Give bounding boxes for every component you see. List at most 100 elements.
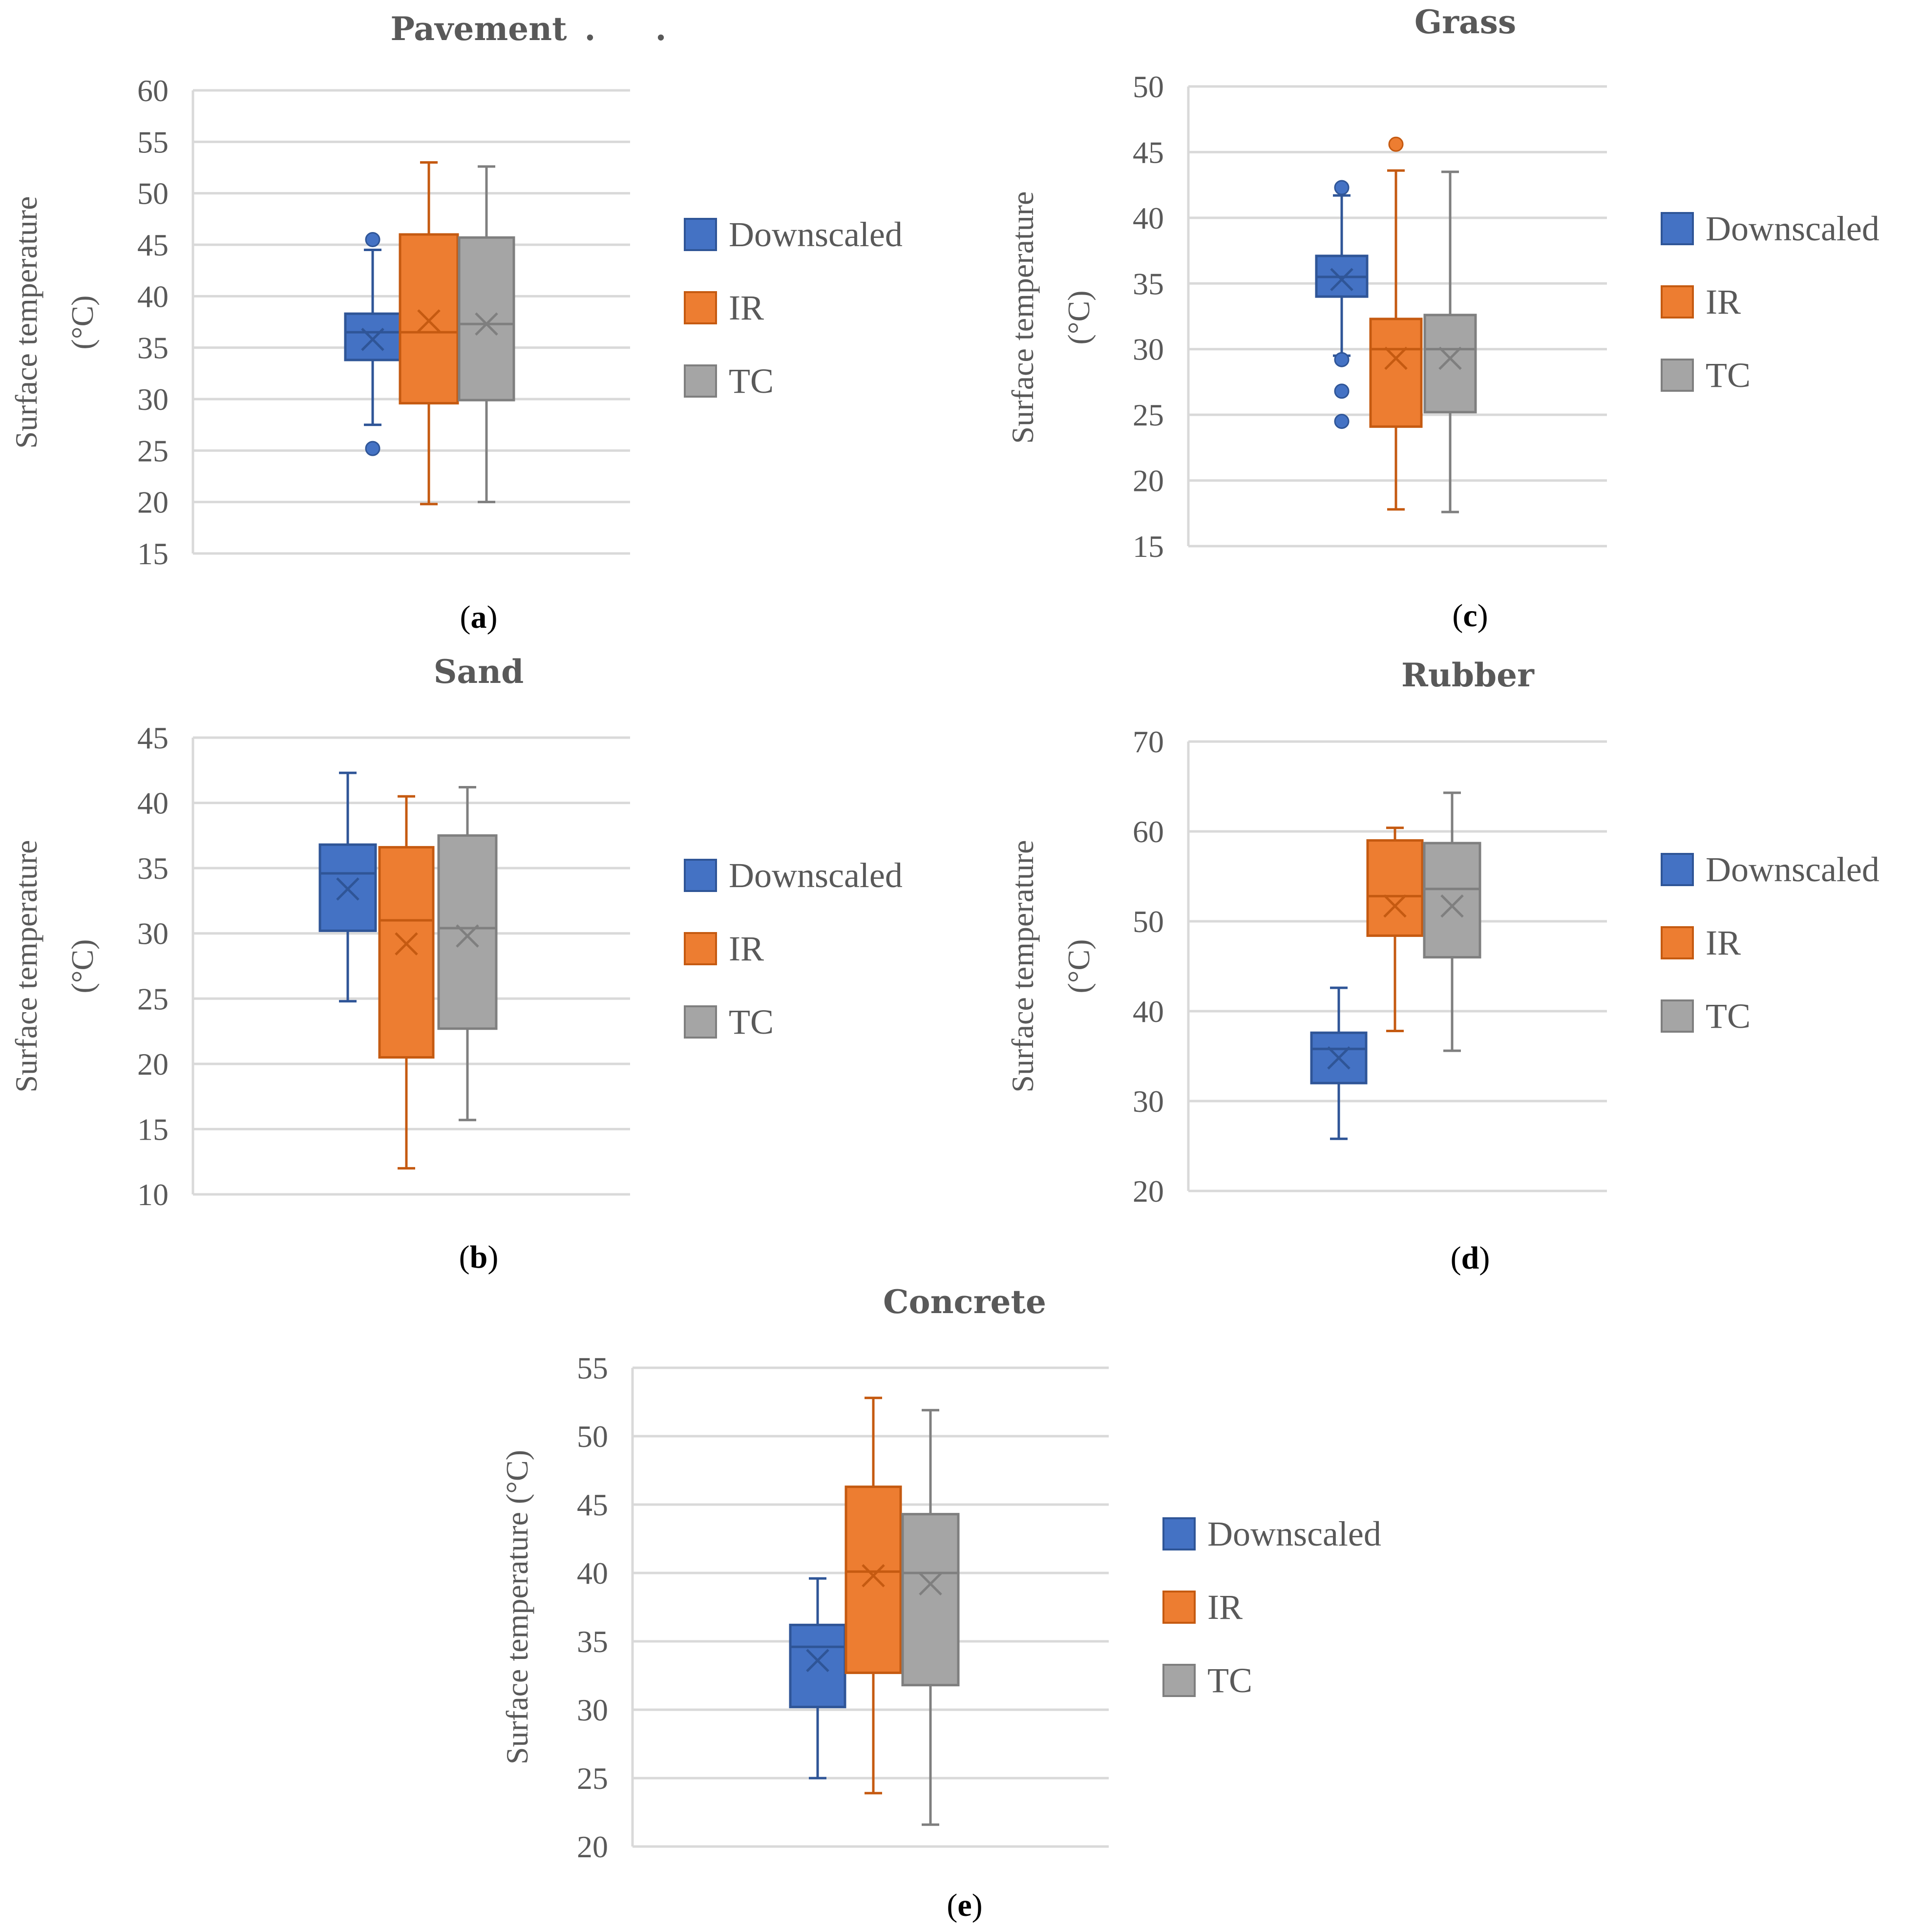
y-axis-label-line: (°C) bbox=[65, 296, 100, 350]
box-ir bbox=[844, 1397, 902, 1795]
box-downscaled bbox=[789, 1577, 846, 1780]
legend-swatch-ir bbox=[684, 291, 717, 324]
y-tick-label: 50 bbox=[1133, 904, 1164, 939]
outlier-point bbox=[1334, 352, 1350, 367]
y-tick-label: 20 bbox=[137, 1047, 169, 1082]
y-tick-label: 40 bbox=[577, 1556, 608, 1591]
y-axis-label-line: (°C) bbox=[1061, 939, 1096, 994]
caption-paren-close: ) bbox=[1478, 598, 1488, 634]
outlier-point bbox=[365, 232, 380, 247]
box-tc bbox=[1423, 170, 1477, 513]
y-tick-label: 45 bbox=[577, 1487, 608, 1522]
mean-marker bbox=[1383, 894, 1407, 918]
y-tick-label: 15 bbox=[137, 1112, 169, 1146]
mean-marker bbox=[862, 1564, 885, 1588]
caption-paren-close: ) bbox=[1479, 1240, 1490, 1276]
panel-caption: (b) bbox=[459, 1239, 499, 1275]
y-tick-label: 25 bbox=[577, 1761, 608, 1796]
y-tick-label: 35 bbox=[577, 1624, 608, 1659]
box-iqr bbox=[318, 843, 377, 932]
legend-swatch-tc bbox=[684, 1005, 717, 1039]
panel-caption: (e) bbox=[947, 1888, 982, 1923]
box-iqr bbox=[437, 834, 498, 1030]
box-tc bbox=[437, 786, 498, 1122]
mean-marker bbox=[361, 328, 384, 351]
y-tick-label: 45 bbox=[137, 228, 169, 262]
caption-paren-open: ( bbox=[1451, 1240, 1461, 1276]
y-tick-label: 15 bbox=[137, 536, 169, 571]
legend-swatch-downscaled bbox=[1162, 1517, 1196, 1550]
caption-letter: c bbox=[1463, 598, 1477, 634]
legend-swatch-tc bbox=[684, 364, 717, 398]
y-axis-label-line: Surface temperature bbox=[9, 840, 43, 1092]
legend-label-downscaled: Downscaled bbox=[1706, 850, 1879, 889]
box-ir bbox=[1366, 827, 1424, 1032]
y-tick-label: 35 bbox=[1133, 266, 1164, 301]
caption-paren-open: ( bbox=[459, 1239, 470, 1275]
caption-letter: d bbox=[1461, 1240, 1479, 1276]
y-tick-label: 20 bbox=[1133, 1174, 1164, 1209]
legend-swatch-ir bbox=[684, 932, 717, 965]
box-iqr bbox=[789, 1623, 846, 1708]
legend-label-tc: TC bbox=[1706, 356, 1751, 395]
box-downscaled bbox=[1310, 986, 1368, 1140]
box-iqr bbox=[1369, 318, 1423, 428]
y-tick-label: 30 bbox=[1133, 332, 1164, 367]
legend-swatch-downscaled bbox=[684, 859, 717, 892]
box-downscaled bbox=[344, 232, 401, 456]
box-iqr bbox=[378, 846, 435, 1059]
box-tc bbox=[458, 165, 515, 504]
box-iqr bbox=[399, 233, 459, 404]
legend-label-ir: IR bbox=[729, 929, 764, 968]
y-axis-label-line: Surface temperature bbox=[1005, 191, 1040, 444]
mean-marker bbox=[1440, 894, 1464, 918]
chart-panel-e: Concrete 20 25 30 35 40 45 50 55 Surface temperat… bbox=[500, 1283, 1381, 1923]
y-tick-label: 20 bbox=[1133, 464, 1164, 498]
y-tick-label: 50 bbox=[577, 1419, 608, 1454]
y-tick-label: 40 bbox=[137, 786, 169, 821]
y-axis-label-line: (°C) bbox=[65, 939, 100, 994]
mean-marker bbox=[456, 924, 479, 948]
mean-marker bbox=[1438, 346, 1462, 370]
chart-title: Pavement bbox=[390, 10, 567, 48]
legend-label-ir: IR bbox=[1207, 1588, 1243, 1627]
y-axis-label-line: Surface temperature bbox=[9, 196, 43, 448]
legend-swatch-downscaled bbox=[684, 218, 717, 251]
panel-caption: (c) bbox=[1452, 598, 1488, 634]
y-axis-label-line: Surface temperature (°C) bbox=[500, 1450, 534, 1764]
y-tick-label: 50 bbox=[137, 176, 169, 211]
chart-title: Grass bbox=[1414, 3, 1516, 41]
legend-label-ir: IR bbox=[1706, 923, 1741, 962]
box-iqr bbox=[458, 236, 515, 402]
y-tick-label: 40 bbox=[137, 279, 169, 314]
y-tick-label: 25 bbox=[1133, 398, 1164, 432]
y-tick-label: 20 bbox=[577, 1829, 608, 1864]
chart-panel-d: Rubber 20 30 40 50 60 70 Surface temperature (°C… bbox=[1005, 656, 1879, 1276]
mean-marker bbox=[336, 877, 359, 901]
legend-label-downscaled: Downscaled bbox=[1207, 1514, 1381, 1553]
y-tick-label: 70 bbox=[1133, 724, 1164, 759]
y-tick-label: 30 bbox=[1133, 1084, 1164, 1119]
chart-title-mark: . bbox=[655, 10, 667, 48]
y-tick-label: 40 bbox=[1133, 994, 1164, 1029]
mean-marker bbox=[1384, 346, 1408, 370]
box-iqr bbox=[344, 312, 401, 361]
y-tick-label: 35 bbox=[137, 331, 169, 365]
caption-letter: b bbox=[470, 1239, 488, 1275]
outlier-point bbox=[1334, 180, 1350, 195]
y-tick-label: 45 bbox=[137, 721, 169, 755]
mean-marker bbox=[475, 312, 498, 336]
caption-paren-close: ) bbox=[487, 599, 498, 635]
y-tick-label: 25 bbox=[137, 981, 169, 1016]
legend-swatch-downscaled bbox=[1661, 212, 1694, 245]
outlier-point bbox=[1334, 383, 1350, 399]
panel-caption: (a) bbox=[460, 599, 498, 635]
chart-title: Rubber bbox=[1401, 656, 1535, 694]
chart-panel-c: Grass 15 20 25 30 35 40 45 50 Surface temperature… bbox=[1005, 3, 1879, 634]
y-tick-label: 45 bbox=[1133, 135, 1164, 170]
legend-swatch-tc bbox=[1661, 999, 1694, 1033]
legend-swatch-ir bbox=[1162, 1591, 1196, 1624]
caption-letter: a bbox=[471, 599, 487, 635]
caption-paren-open: ( bbox=[947, 1888, 957, 1923]
